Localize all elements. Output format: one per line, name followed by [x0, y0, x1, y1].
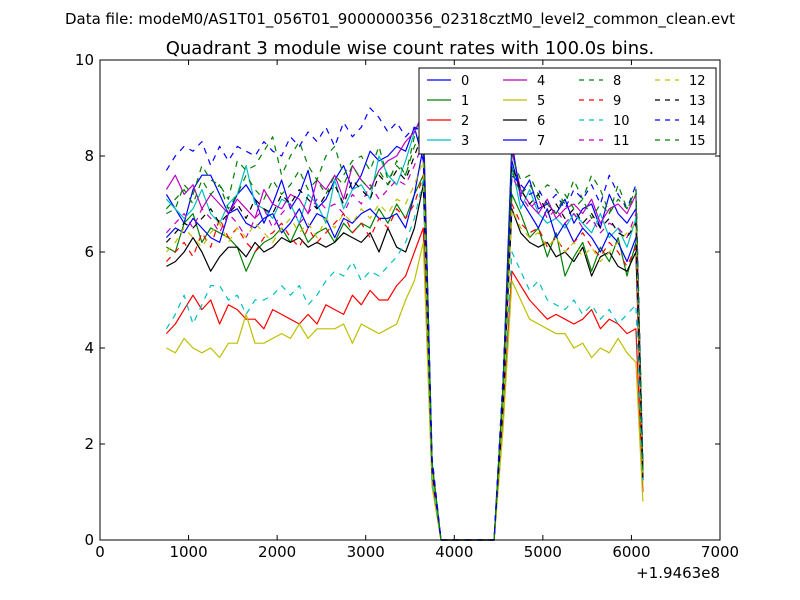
legend-label-6: 6 [537, 114, 545, 129]
suptitle: Data file: modeM0/AS1T01_056T01_90000003… [65, 10, 735, 29]
x-tick-label: 6000 [612, 543, 650, 561]
y-tick-label: 10 [75, 51, 94, 69]
series-line-0 [165, 126, 644, 541]
legend-label-8: 8 [613, 74, 621, 89]
series-line-13 [165, 131, 644, 541]
series-line-3 [165, 116, 644, 541]
legend-label-10: 10 [613, 114, 630, 129]
y-tick-label: 6 [84, 243, 94, 261]
x-tick-label: 0 [95, 543, 105, 561]
x-tick-label: 7000 [701, 543, 739, 561]
legend-label-9: 9 [613, 94, 621, 109]
series-line-8 [166, 126, 644, 541]
series-line-4 [165, 112, 644, 541]
series-line-12 [165, 160, 644, 541]
legend-label-11: 11 [613, 134, 630, 149]
series-line-5 [166, 241, 644, 541]
legend-label-12: 12 [689, 74, 706, 89]
series-line-14 [165, 107, 644, 541]
y-tick-label: 2 [84, 435, 94, 453]
series-line-10 [165, 179, 644, 541]
legend-label-4: 4 [537, 74, 545, 89]
series-line-2 [165, 227, 644, 541]
x-tick-label: 1000 [169, 543, 207, 561]
x-tick-label: 2000 [258, 543, 296, 561]
y-tick-label: 8 [84, 147, 94, 165]
x-tick-label: 5000 [524, 543, 562, 561]
y-tick-label: 4 [84, 339, 94, 357]
x-tick-label: 4000 [435, 543, 473, 561]
legend-label-2: 2 [461, 114, 469, 129]
legend-label-15: 15 [689, 134, 706, 149]
legend-label-13: 13 [689, 94, 706, 109]
series-line-15 [165, 126, 644, 541]
legend-label-1: 1 [461, 94, 469, 109]
y-tick-label: 0 [84, 531, 94, 549]
x-offset-label: +1.9463e8 [636, 564, 720, 582]
x-tick-label: 3000 [347, 543, 385, 561]
legend-label-7: 7 [537, 134, 545, 149]
legend-label-3: 3 [461, 134, 469, 149]
legend-label-5: 5 [537, 94, 545, 109]
legend-label-0: 0 [461, 74, 469, 89]
chart-title: Quadrant 3 module wise count rates with … [166, 38, 655, 59]
legend-label-14: 14 [689, 114, 706, 129]
axes-frame [99, 59, 721, 541]
